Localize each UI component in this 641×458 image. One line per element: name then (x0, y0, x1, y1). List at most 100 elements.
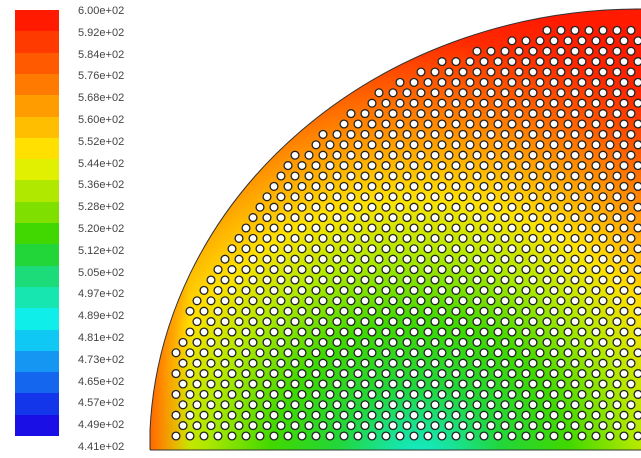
tube-hole (577, 306, 587, 316)
tube-hole (444, 379, 454, 389)
tube-hole (584, 150, 594, 160)
tube-hole (360, 421, 370, 431)
tube-hole (507, 348, 517, 358)
tube-hole (591, 36, 601, 46)
tube-hole (507, 410, 517, 420)
tube-hole (423, 389, 433, 399)
tube-hole (472, 213, 482, 223)
tube-hole (171, 348, 181, 358)
tube-hole (416, 400, 426, 410)
tube-hole (437, 223, 447, 233)
tube-hole (346, 129, 356, 139)
tube-hole (598, 88, 608, 98)
tube-hole (570, 46, 580, 56)
tube-hole (528, 88, 538, 98)
tube-hole (220, 296, 230, 306)
tube-hole (479, 285, 489, 295)
tube-hole (353, 285, 363, 295)
tube-hole (178, 421, 188, 431)
tube-hole (542, 254, 552, 264)
tube-hole (577, 202, 587, 212)
tube-hole (283, 161, 293, 171)
tube-hole (304, 400, 314, 410)
tube-hole (549, 265, 559, 275)
tube-hole (563, 306, 573, 316)
tube-hole (458, 296, 468, 306)
tube-hole (374, 233, 384, 243)
tube-hole (402, 129, 412, 139)
tube-hole (535, 119, 545, 129)
tube-hole (500, 192, 510, 202)
tube-hole (304, 358, 314, 368)
tube-hole (486, 400, 496, 410)
tube-hole (416, 171, 426, 181)
tube-hole (556, 46, 566, 56)
tube-hole (220, 400, 230, 410)
tube-hole (619, 369, 629, 379)
tube-hole (318, 421, 328, 431)
tube-hole (318, 213, 328, 223)
tube-hole (311, 223, 321, 233)
tube-hole (255, 369, 265, 379)
tube-hole (283, 265, 293, 275)
tube-hole (248, 337, 258, 347)
colorbar-band (15, 414, 59, 437)
tube-hole (416, 88, 426, 98)
tube-hole (514, 67, 524, 77)
tube-hole (507, 431, 517, 441)
tube-hole (472, 171, 482, 181)
tube-hole (500, 296, 510, 306)
tube-hole (255, 327, 265, 337)
tube-hole (423, 119, 433, 129)
tube-hole (430, 129, 440, 139)
tube-hole (367, 285, 377, 295)
tube-hole (332, 379, 342, 389)
tube-hole (360, 233, 370, 243)
tube-hole (276, 296, 286, 306)
tube-hole (248, 254, 258, 264)
tube-hole (395, 348, 405, 358)
tube-hole (444, 421, 454, 431)
tube-hole (402, 275, 412, 285)
tube-hole (367, 161, 377, 171)
tube-hole (486, 171, 496, 181)
tube-hole (542, 150, 552, 160)
tube-hole (542, 233, 552, 243)
tube-hole (458, 254, 468, 264)
tube-hole (430, 67, 440, 77)
tube-hole (626, 400, 636, 410)
tube-hole (332, 254, 342, 264)
tube-hole (633, 244, 641, 254)
tube-hole (304, 254, 314, 264)
tube-hole (626, 337, 636, 347)
tube-hole (416, 67, 426, 77)
tube-hole (388, 213, 398, 223)
tube-hole (507, 161, 517, 171)
colorbar-band (15, 52, 59, 75)
tube-hole (339, 348, 349, 358)
tube-hole (605, 140, 615, 150)
tube-hole (584, 67, 594, 77)
tube-hole (633, 36, 641, 46)
tube-hole (248, 379, 258, 389)
tube-hole (318, 358, 328, 368)
tube-hole (549, 244, 559, 254)
tube-hole (479, 369, 489, 379)
tube-hole (297, 181, 307, 191)
tube-hole (465, 369, 475, 379)
tube-hole (311, 327, 321, 337)
tube-hole (241, 410, 251, 420)
tube-hole (451, 306, 461, 316)
tube-hole (570, 233, 580, 243)
tube-hole (633, 223, 641, 233)
tube-hole (430, 192, 440, 202)
tube-hole (486, 46, 496, 56)
tube-hole (444, 233, 454, 243)
tube-hole (388, 171, 398, 181)
tube-hole (479, 327, 489, 337)
tube-hole (325, 140, 335, 150)
tube-hole (262, 400, 272, 410)
tube-hole (325, 285, 335, 295)
tube-hole (577, 77, 587, 87)
tube-hole (549, 36, 559, 46)
